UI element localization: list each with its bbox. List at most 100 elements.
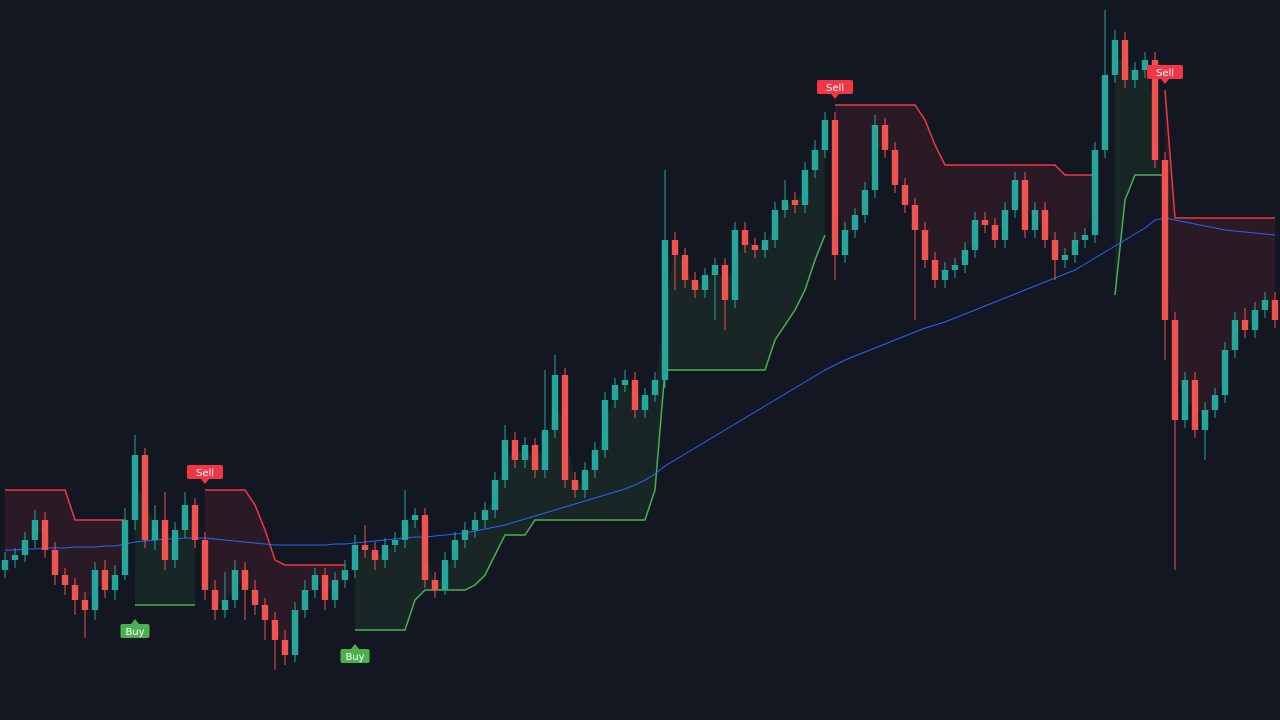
overlay-line — [5, 489, 125, 521]
candle-body — [741, 230, 749, 245]
signal-badge — [817, 80, 853, 94]
candle-body — [571, 480, 579, 490]
candle-body — [231, 570, 239, 600]
candle-body — [951, 265, 959, 270]
candle-body — [671, 240, 679, 255]
signal-badge — [120, 624, 150, 638]
candle-body — [841, 230, 849, 255]
candle-body — [691, 280, 699, 290]
candle-body — [541, 430, 549, 470]
candle-body — [991, 225, 999, 240]
signal: Buy — [120, 619, 150, 638]
candle-body — [401, 520, 409, 540]
candle-body — [871, 125, 879, 190]
candle-body — [81, 600, 89, 610]
candle-body — [151, 520, 159, 540]
candle-body — [981, 220, 989, 225]
trend-fill — [205, 490, 345, 648]
candle-body — [781, 200, 789, 210]
candle-body — [891, 150, 899, 185]
candle-body — [531, 445, 539, 470]
candle-body — [1121, 40, 1129, 80]
candle-body — [1271, 300, 1279, 320]
candle-body — [1141, 60, 1149, 70]
candle-body — [381, 545, 389, 560]
candle-body — [851, 215, 859, 230]
candle-body — [921, 230, 929, 260]
candle-body — [271, 620, 279, 640]
candle-body — [131, 455, 139, 520]
candle-body — [491, 480, 499, 510]
candle-body — [31, 520, 39, 540]
candle-body — [761, 240, 769, 250]
candle-body — [791, 200, 799, 205]
candle-body — [1031, 210, 1039, 230]
candle-body — [1171, 320, 1179, 420]
candle-body — [61, 575, 69, 585]
candle-body — [441, 560, 449, 590]
signal-badge — [1147, 65, 1183, 79]
candle-body — [411, 515, 419, 520]
signal: Sell — [187, 465, 223, 484]
signal-pointer — [131, 619, 139, 624]
candle-body — [661, 240, 669, 380]
candle-body — [751, 245, 759, 250]
candle-body — [141, 455, 149, 540]
overlay-line — [5, 217, 1276, 551]
candle-body — [41, 520, 49, 550]
candle-body — [321, 575, 329, 600]
candle-body — [281, 640, 289, 655]
candle-body — [241, 570, 249, 590]
overlay-line — [1164, 89, 1275, 219]
candle-body — [1131, 70, 1139, 80]
candle-body — [611, 385, 619, 400]
candle-body — [1111, 40, 1119, 75]
signal-label: Sell — [196, 468, 214, 479]
candle-body — [471, 520, 479, 530]
candle-body — [71, 585, 79, 600]
candle-body — [461, 530, 469, 540]
candle-body — [21, 540, 29, 555]
candle-body — [911, 205, 919, 230]
signal-badge — [187, 465, 223, 479]
signal-label: Sell — [826, 83, 844, 94]
overlay-line — [1114, 174, 1165, 296]
candle-body — [1201, 410, 1209, 430]
candle-body — [901, 185, 909, 205]
candle-body — [651, 380, 659, 395]
candle-body — [1041, 210, 1049, 240]
candle-body — [861, 190, 869, 215]
candle-body — [801, 170, 809, 205]
candle-body — [431, 580, 439, 590]
overlay-line — [205, 489, 345, 566]
trend-fill — [355, 135, 825, 630]
signal-pointer — [201, 479, 209, 484]
candle-body — [711, 265, 719, 275]
signal-badge — [340, 649, 370, 663]
candle-body — [361, 545, 369, 550]
candle-body — [91, 570, 99, 610]
candle-body — [1181, 380, 1189, 420]
candle-body — [1261, 300, 1269, 310]
candle-body — [11, 555, 19, 560]
candles — [1, 10, 1279, 670]
candle-body — [961, 250, 969, 265]
candle-body — [191, 505, 199, 540]
candle-body — [881, 125, 889, 150]
candle-body — [161, 520, 169, 560]
candle-body — [501, 440, 509, 480]
candle-body — [931, 260, 939, 280]
candle-body — [331, 580, 339, 600]
candle-body — [251, 590, 259, 605]
candle-body — [1001, 210, 1009, 240]
candle-body — [771, 210, 779, 240]
candle-body — [641, 395, 649, 410]
candle-body — [1021, 180, 1029, 230]
candle-body — [621, 380, 629, 385]
candle-body — [51, 550, 59, 575]
candle-body — [1251, 310, 1259, 330]
candle-body — [1, 560, 9, 570]
candle-body — [1231, 320, 1239, 350]
candle-body — [681, 255, 689, 280]
